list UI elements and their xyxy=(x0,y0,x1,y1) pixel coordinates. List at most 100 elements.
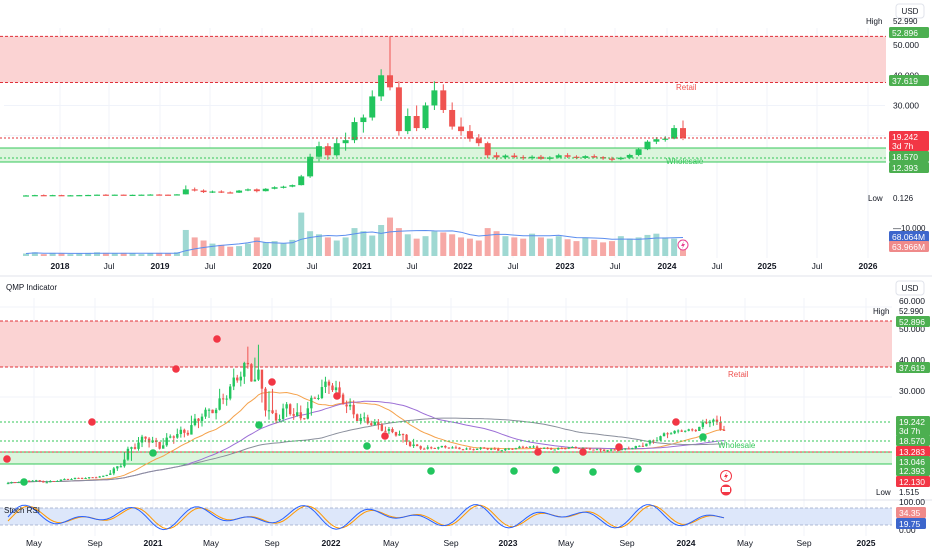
bottom-x-tick-label: Sep xyxy=(87,538,102,548)
ma-grey-line xyxy=(7,417,725,484)
bottom-price-axis[interactable]: 60.000 50.000 40.000 30.000 52.896 37.619 19.2… xyxy=(896,296,930,487)
bottom-candle-body xyxy=(454,447,458,449)
top-price-tag: 19.242 xyxy=(892,132,918,142)
candle-body xyxy=(253,189,260,192)
candle-body xyxy=(502,155,509,158)
bottom-candle-body xyxy=(415,444,419,447)
volume-bar xyxy=(431,231,438,256)
bottom-candle-body xyxy=(486,448,489,450)
bottom-zones xyxy=(0,320,892,465)
candle-body xyxy=(236,190,243,193)
candle-body xyxy=(31,195,38,197)
bottom-candle-body xyxy=(680,430,683,432)
volume-bar xyxy=(564,239,571,256)
sell-signal-dot xyxy=(213,335,221,343)
volume-bar xyxy=(236,246,243,256)
bottom-candles xyxy=(6,344,726,485)
volume-bar xyxy=(573,241,580,256)
candle-body xyxy=(138,194,145,196)
bottom-candle-body xyxy=(13,482,17,484)
top-time-axis[interactable]: 2018 Jul 2019 Jul 2020 Jul 2021 Jul 2022 Jul 2023 J… xyxy=(0,261,932,277)
bottom-currency-button[interactable]: USD xyxy=(895,280,925,296)
top-price-tag: 63.966M xyxy=(892,242,925,252)
bottom-price-tag-bg xyxy=(896,316,930,327)
bottom-candle-body xyxy=(465,448,468,450)
bottom-high-value: 52.990 xyxy=(899,307,924,316)
candle-body xyxy=(520,157,527,159)
top-price-chart[interactable] xyxy=(0,28,886,258)
bottom-candle-body xyxy=(676,430,680,432)
volume-bar xyxy=(360,231,367,256)
top-price-tag-bg xyxy=(889,231,929,242)
volume-bar xyxy=(422,236,429,256)
bottom-x-tick-label: May xyxy=(737,538,754,548)
volume-bar xyxy=(493,231,500,256)
candle-body xyxy=(440,90,447,110)
top-x-tick-label: 2020 xyxy=(253,261,272,271)
sell-signal-dot xyxy=(172,365,180,373)
lightning-icon[interactable] xyxy=(677,239,689,251)
bottom-candle-body xyxy=(437,447,440,449)
bottom-candle-body xyxy=(133,447,137,449)
bottom-candle-body xyxy=(87,477,91,479)
bottom-candle-body xyxy=(91,477,94,479)
bottom-candle-body xyxy=(281,408,285,419)
top-wholesale-zone xyxy=(0,147,886,162)
volume-bar xyxy=(342,237,349,256)
buy-signal-dot xyxy=(363,442,371,450)
bottom-candle-body xyxy=(602,449,606,451)
volume-bar xyxy=(511,237,518,256)
volume-bar xyxy=(156,252,163,256)
bottom-lightning-icon[interactable] xyxy=(720,470,732,482)
volume-bar xyxy=(369,235,376,256)
top-x-tick-label: Jul xyxy=(407,261,418,271)
flag-icon[interactable] xyxy=(720,484,732,496)
bottom-candle-body xyxy=(705,422,708,424)
bottom-candle-body xyxy=(557,448,560,450)
bottom-candle-body xyxy=(490,448,493,450)
candle-body xyxy=(644,141,651,150)
top-high-value: 52.990 xyxy=(893,17,918,26)
bottom-candle-body xyxy=(119,466,123,468)
volume-bar xyxy=(315,234,322,256)
candle-body xyxy=(76,195,83,197)
volume-bar xyxy=(227,246,234,256)
bottom-candle-body xyxy=(521,446,525,448)
bottom-candle-body xyxy=(236,377,239,381)
volume-bar xyxy=(671,238,678,256)
bottom-candle-body xyxy=(172,436,175,438)
volume-bar xyxy=(520,238,527,256)
volume-bar xyxy=(49,252,56,256)
bottom-candle-body xyxy=(722,429,726,431)
bottom-price-chart[interactable] xyxy=(0,298,892,536)
bottom-candle-body xyxy=(200,416,204,421)
bottom-time-axis[interactable]: May Sep 2021 May Sep 2022 May Sep 2023 May Sep 2024… xyxy=(26,538,876,548)
bottom-candle-body xyxy=(609,449,613,451)
candle-body xyxy=(431,90,438,106)
volume-bar xyxy=(102,252,109,256)
bottom-candle-body xyxy=(17,482,20,484)
top-price-tag: 37.619 xyxy=(892,76,918,86)
bottom-candle-body xyxy=(320,387,324,399)
candle-body xyxy=(173,194,180,196)
candle-body xyxy=(307,156,314,177)
bottom-candle-body xyxy=(387,429,391,431)
bottom-candle-body xyxy=(398,434,401,436)
candle-body xyxy=(40,195,47,197)
bottom-candle-body xyxy=(207,409,211,411)
bottom-candle-body xyxy=(49,481,52,483)
volume-bar xyxy=(546,238,553,256)
candle-body xyxy=(369,96,376,118)
rsi-y-tick-label: 100.00 xyxy=(899,497,925,507)
bottom-candle-body xyxy=(370,423,373,425)
candle-body xyxy=(653,139,660,142)
top-currency-button[interactable]: USD xyxy=(895,3,925,19)
bottom-candle-body xyxy=(260,369,264,389)
volume-bar xyxy=(662,237,669,256)
bottom-candle-body xyxy=(539,448,542,450)
candle-body xyxy=(662,138,669,140)
top-price-tag-bg xyxy=(889,140,929,151)
bottom-candle-body xyxy=(391,429,394,433)
